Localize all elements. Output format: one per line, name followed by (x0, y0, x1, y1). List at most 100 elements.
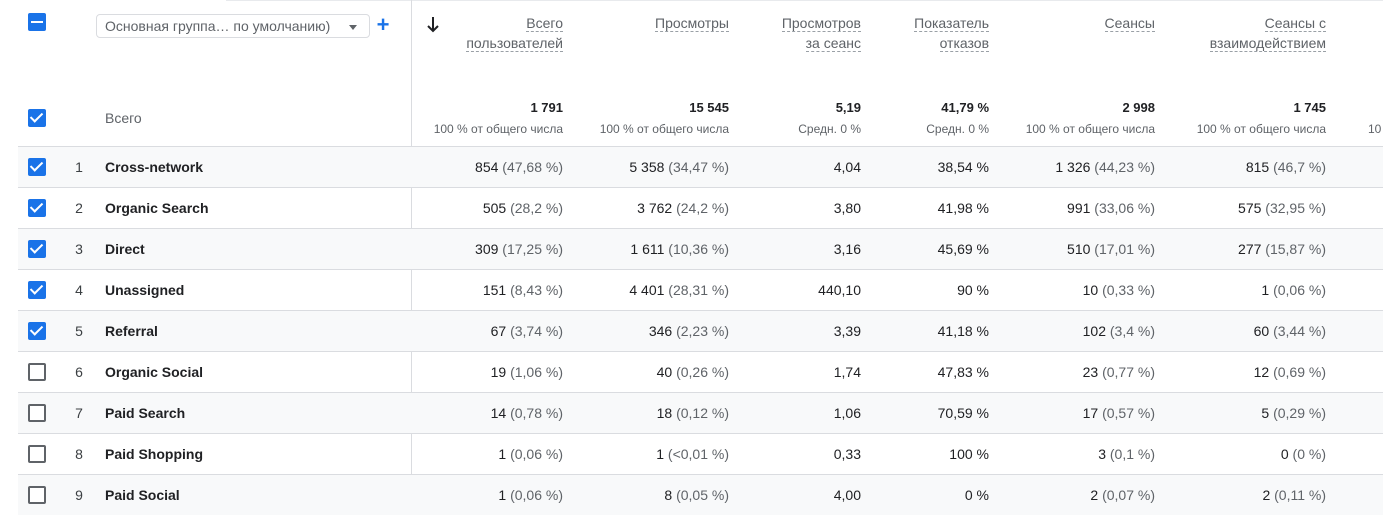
row-cell: 8 (0,05 %) (579, 487, 729, 503)
column-header[interactable]: Показатель отказов (869, 13, 989, 53)
column-header[interactable]: Сеансы с взаимодействием (1176, 13, 1326, 53)
cell-value: 510 (1067, 241, 1091, 257)
cell-value: 0 % (964, 487, 989, 503)
row-checkbox[interactable] (28, 445, 46, 463)
row-cell: 90 % (869, 282, 989, 298)
row-checkbox[interactable] (28, 404, 46, 422)
table-row[interactable]: 5 Referral 67 (3,74 %) 346 (2,23 %) 3,39 41,1… (18, 310, 1383, 351)
row-checkbox[interactable] (28, 322, 46, 340)
column-header[interactable]: Просмотры (579, 13, 729, 33)
row-cell: 12 (0,69 %) (1176, 364, 1326, 380)
cell-value: 41,18 % (937, 323, 989, 339)
column-header[interactable]: Сеансы (1005, 13, 1155, 33)
cell-percent: (0,06 %) (510, 487, 563, 503)
row-checkbox[interactable] (28, 240, 46, 258)
cell-value: 19 (490, 364, 507, 380)
row-checkbox[interactable] (28, 363, 46, 381)
cell-percent: (47,68 %) (502, 159, 563, 175)
add-dimension-button[interactable]: + (374, 13, 392, 37)
dimension-select-value: Основная группа… по умолчанию) (105, 18, 331, 34)
cell-value: 4 401 (629, 282, 665, 298)
select-all-indeterminate-checkbox[interactable] (28, 13, 46, 31)
table-row[interactable]: 9 Paid Social 1 (0,06 %) 8 (0,05 %) 4,00 0 % 2… (18, 474, 1383, 515)
row-cell: 18 (0,12 %) (579, 405, 729, 421)
column-header-line1: Сеансы с (1264, 15, 1326, 32)
row-checkbox[interactable] (28, 281, 46, 299)
row-cell: 346 (2,23 %) (579, 323, 729, 339)
cell-percent: (0,12 %) (676, 405, 729, 421)
cell-value: 3,16 (833, 241, 861, 257)
cell-value: 3,39 (833, 323, 861, 339)
dimension-select[interactable]: Основная группа… по умолчанию) (96, 14, 370, 38)
row-checkbox[interactable] (28, 199, 46, 217)
row-dimension: Organic Search (105, 200, 209, 216)
row-dimension: Cross-network (105, 159, 204, 175)
row-cell: 1 (<0,01 %) (579, 446, 729, 462)
cell-percent: (<0,01 %) (667, 446, 729, 462)
total-value: 2 998 (1122, 100, 1155, 115)
row-cell: 17 (0,57 %) (1005, 405, 1155, 421)
cell-percent: (0,1 %) (1109, 446, 1155, 462)
row-checkbox[interactable] (28, 158, 46, 176)
row-dimension: Organic Social (105, 364, 204, 380)
table-row[interactable]: 1 Cross-network 854 (47,68 %) 5 358 (34,47 … (18, 146, 1383, 187)
column-header-line2: отказов (939, 35, 989, 52)
row-dimension: Referral (105, 323, 158, 339)
cell-percent: (0,78 %) (510, 405, 563, 421)
cell-percent: (0,77 %) (1102, 364, 1155, 380)
total-value: 41,79 % (941, 100, 989, 115)
row-cell: 1,74 (741, 364, 861, 380)
column-header[interactable]: Всего пользователей (413, 13, 563, 53)
row-cell: 991 (33,06 %) (1005, 200, 1155, 216)
cell-percent: (28,2 %) (510, 200, 563, 216)
total-subtext: Средн. 0 % (798, 122, 861, 136)
cell-value: 1 (656, 446, 665, 462)
cell-value: 38,54 % (937, 159, 989, 175)
cell-value: 4,04 (833, 159, 861, 175)
row-cell: 309 (17,25 %) (413, 241, 563, 257)
cell-value: 5 (1261, 405, 1270, 421)
cell-percent: (2,23 %) (676, 323, 729, 339)
row-cell: 23 (0,77 %) (1005, 364, 1155, 380)
table-row[interactable]: 3 Direct 309 (17,25 %) 1 611 (10,36 %) 3,16 4… (18, 228, 1383, 269)
row-cell: 70,59 % (869, 405, 989, 421)
select-all-checkbox[interactable] (28, 109, 46, 127)
cell-value: 5 358 (629, 159, 665, 175)
cell-value: 1 611 (630, 241, 665, 257)
column-header[interactable]: Просмотров за сеанс (741, 13, 861, 53)
table-row[interactable]: 7 Paid Search 14 (0,78 %) 18 (0,12 %) 1,06 70… (18, 392, 1383, 433)
column-header-line1: Всего (526, 15, 563, 32)
cell-percent: (8,43 %) (510, 282, 563, 298)
row-checkbox[interactable] (28, 486, 46, 504)
totals-cut-sub: 10 (1368, 122, 1382, 136)
row-cell: 102 (3,4 %) (1005, 323, 1155, 339)
arrow-down-icon[interactable] (423, 14, 443, 36)
row-cell: 505 (28,2 %) (413, 200, 563, 216)
row-number: 9 (75, 487, 83, 503)
total-value: 15 545 (689, 100, 729, 115)
row-cell: 854 (47,68 %) (413, 159, 563, 175)
cell-percent: (17,25 %) (502, 241, 563, 257)
table-row[interactable]: 4 Unassigned 151 (8,43 %) 4 401 (28,31 %) 44… (18, 269, 1383, 310)
row-cell: 4,04 (741, 159, 861, 175)
row-cell: 40 (0,26 %) (579, 364, 729, 380)
table-row[interactable]: 6 Organic Social 19 (1,06 %) 40 (0,26 %) 1,7… (18, 351, 1383, 392)
plus-icon: + (376, 12, 390, 37)
row-number: 6 (75, 364, 83, 380)
table-row[interactable]: 8 Paid Shopping 1 (0,06 %) 1 (<0,01 %) 0,33 1… (18, 433, 1383, 474)
cell-value: 41,98 % (937, 200, 989, 216)
cell-value: 60 (1253, 323, 1270, 339)
cell-value: 2 (1262, 487, 1271, 503)
row-cell: 440,10 (741, 282, 861, 298)
cell-value: 1 (1261, 282, 1270, 298)
cell-value: 4,00 (833, 487, 861, 503)
row-cell: 4 401 (28,31 %) (579, 282, 729, 298)
row-cell: 1 326 (44,23 %) (1005, 159, 1155, 175)
row-cell: 277 (15,87 %) (1176, 241, 1326, 257)
row-cell: 47,83 % (869, 364, 989, 380)
table-row[interactable]: 2 Organic Search 505 (28,2 %) 3 762 (24,2 %… (18, 187, 1383, 228)
row-cell: 5 (0,29 %) (1176, 405, 1326, 421)
cell-percent: (1,06 %) (510, 364, 563, 380)
row-cell: 2 (0,07 %) (1005, 487, 1155, 503)
cell-value: 102 (1082, 323, 1106, 339)
